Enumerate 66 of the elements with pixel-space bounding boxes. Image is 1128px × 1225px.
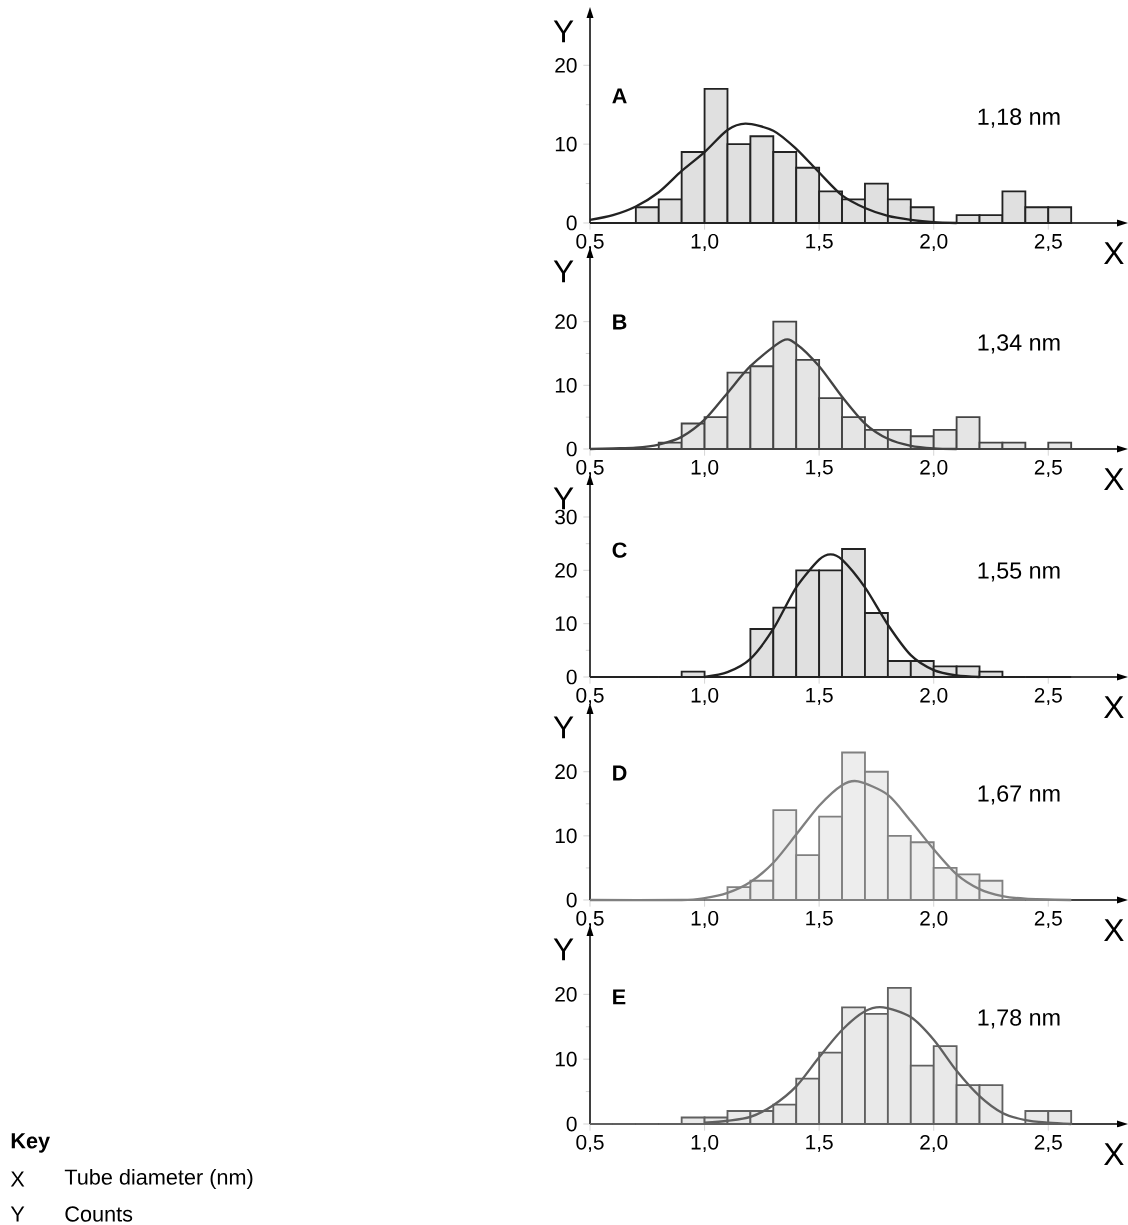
y-tick-label: 0 — [566, 669, 577, 685]
y-tick-label: 0 — [566, 441, 577, 457]
x-tick-label: 1,5 — [806, 687, 833, 705]
x-tick-label: 2,5 — [1034, 687, 1062, 706]
x-tick-label: 0,5 — [576, 459, 604, 478]
annotation: 1,18 nm — [978, 108, 1060, 128]
y-tick-label: 10 — [555, 616, 577, 632]
text: Key — [11, 1133, 50, 1153]
y-tick-label: 0 — [566, 1116, 577, 1132]
x-tick-label: 1,0 — [691, 233, 719, 252]
x-tick-label: 1,0 — [691, 459, 719, 478]
y-axis-title: Y — [553, 487, 574, 510]
x-axis-title: X — [1104, 919, 1124, 941]
x-tick-label: 1,0 — [691, 1134, 719, 1153]
x-tick-label: 2,0 — [920, 910, 948, 929]
y-axis-title: Y — [553, 938, 574, 961]
y-tick-label: 20 — [555, 57, 577, 73]
x-tick-label: 1,5 — [806, 233, 833, 251]
y-axis-title: Y — [553, 716, 574, 739]
x-tick-label: 1,5 — [806, 459, 833, 477]
y-tick-label: 0 — [566, 892, 577, 908]
y-tick-label: 10 — [555, 1051, 577, 1067]
y-tick-label: 0 — [566, 215, 577, 231]
y-axis-title: Y — [553, 260, 574, 283]
x-tick-label: 1,0 — [691, 687, 719, 706]
text: X — [10, 1171, 25, 1187]
x-tick-label: 2,0 — [920, 459, 948, 478]
y-tick-label: 30 — [555, 509, 577, 525]
y-tick-label: 20 — [555, 562, 577, 578]
annotation: C — [612, 542, 627, 558]
y-tick-label: 20 — [555, 986, 577, 1002]
annotation: E — [613, 989, 626, 1005]
y-tick-label: 20 — [555, 764, 577, 780]
x-tick-label: 0,5 — [576, 910, 604, 929]
annotation: 1,78 nm — [978, 1009, 1060, 1029]
x-tick-label: 0,5 — [576, 233, 604, 252]
annotation: 1,55 nm — [978, 562, 1060, 582]
x-tick-label: 0,5 — [576, 1134, 604, 1153]
text: Tube diameter (nm) — [64, 1168, 253, 1190]
y-tick-label: 10 — [555, 828, 577, 844]
x-tick-label: 2,0 — [920, 687, 948, 706]
x-tick-label: 2,5 — [1034, 1134, 1062, 1153]
x-tick-label: 1,5 — [806, 910, 833, 928]
y-tick-label: 10 — [555, 136, 577, 152]
x-tick-label: 1,0 — [691, 910, 719, 929]
x-tick-label: 2,0 — [920, 1134, 948, 1153]
annotation: A — [612, 88, 627, 104]
x-tick-label: 1,5 — [806, 1134, 833, 1152]
x-tick-label: 2,5 — [1034, 910, 1062, 929]
x-tick-label: 2,0 — [920, 233, 948, 252]
annotation: 1,34 nm — [978, 334, 1060, 354]
y-tick-label: 10 — [555, 377, 577, 393]
x-tick-label: 2,5 — [1034, 233, 1062, 252]
text: Counts — [65, 1206, 133, 1222]
y-tick-label: 20 — [555, 314, 577, 330]
y-axis-title: Y — [553, 20, 574, 43]
text: Y — [10, 1206, 25, 1222]
annotation: 1,67 nm — [978, 785, 1060, 805]
x-axis-title: X — [1104, 468, 1124, 490]
x-tick-label: 2,5 — [1034, 459, 1062, 478]
annotation: B — [613, 314, 627, 330]
x-tick-label: 0,5 — [576, 687, 604, 706]
x-axis-title: X — [1104, 696, 1124, 718]
x-axis-title: X — [1104, 1143, 1124, 1166]
annotation: D — [613, 765, 627, 781]
x-axis-title: X — [1104, 242, 1124, 264]
